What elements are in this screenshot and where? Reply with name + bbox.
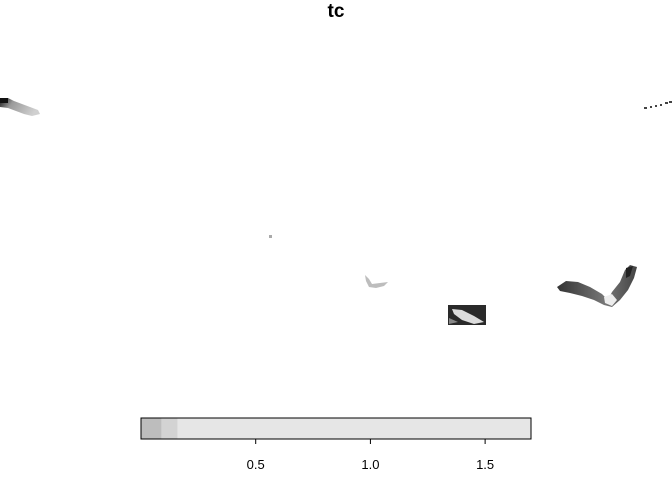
- raster-map: [0, 98, 672, 325]
- legend-bin-2: [177, 418, 532, 439]
- raster-patch-rectangle: [448, 305, 486, 325]
- legend-tick-label-0: 0.5: [247, 457, 265, 472]
- legend-bin-0: [141, 418, 162, 439]
- raster-patch-top-right: [644, 101, 672, 109]
- map-title: tc: [327, 1, 345, 22]
- raster-patch-top-left: [0, 98, 40, 116]
- legend-frame: [140, 417, 532, 440]
- raster-speck: [269, 235, 272, 238]
- legend-tick-label-2: 1.5: [476, 457, 494, 472]
- legend-bin-1: [161, 418, 178, 439]
- raster-patch-right: [557, 265, 637, 307]
- raster-patch-center: [365, 275, 388, 288]
- legend-tick-label-1: 1.0: [361, 457, 379, 472]
